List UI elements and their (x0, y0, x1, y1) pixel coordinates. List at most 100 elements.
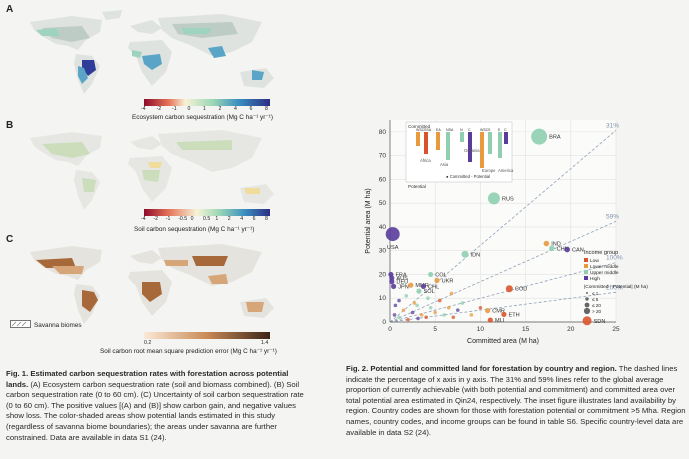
figure-2-caption-body: The dashed lines indicate the percentage… (346, 364, 686, 437)
ratio-line-label: 31% (606, 122, 619, 129)
country-label: ETH (509, 312, 520, 318)
scatter-point (393, 303, 398, 308)
scatter-point (397, 315, 401, 320)
country-label: UKR (442, 278, 454, 284)
scatter-point (426, 296, 430, 301)
scatter-point (416, 288, 422, 294)
scatter-point (385, 227, 400, 242)
inset-legend: ● Committed - Potential (446, 174, 490, 179)
colorbar-tick: -2 (156, 106, 162, 112)
inset-code: EA (436, 128, 441, 132)
inset-code: WSC (480, 128, 489, 132)
inset-region-label: America (498, 168, 514, 173)
scatter-point (469, 313, 474, 317)
scatter-point (392, 313, 397, 317)
inset-code: SSA (424, 128, 432, 132)
y-tick-label: 40 (379, 224, 387, 231)
country-label: SOL (424, 289, 435, 295)
figure-2-caption-title: Fig. 2. Potential and committed land for… (346, 364, 617, 373)
scatter-point (442, 313, 447, 317)
scatter-point (543, 240, 550, 247)
ratio-line (389, 262, 617, 323)
country-label: CMR (492, 309, 505, 315)
inset-region-label: Europe (482, 168, 496, 173)
scatter-point (549, 245, 555, 252)
ratio-line (389, 220, 617, 323)
scatter-point (428, 271, 434, 278)
figure-2-caption: Fig. 2. Potential and committed land for… (346, 364, 686, 438)
x-axis-label: Committed area (M ha) (467, 338, 539, 345)
country-label: MLI (495, 318, 505, 324)
figure-1-caption-title: Fig. 1. Estimated carbon sequestration r… (6, 369, 289, 389)
colorbar-c-min: 0.2 (144, 340, 152, 346)
colorbar-tick: 0 (187, 106, 191, 112)
scatter-point (505, 285, 513, 293)
inset-x-label: Potential (408, 184, 426, 189)
scatter-point (391, 283, 397, 289)
scatter-point (461, 250, 469, 258)
legend-size-dot (586, 292, 588, 294)
inset-region-label: Oceania (464, 148, 480, 153)
scatter-point (397, 298, 401, 303)
scatter-point (434, 277, 440, 284)
legend-size-dot (584, 302, 590, 308)
y-tick-label: 80 (379, 129, 387, 136)
country-label: COL (435, 272, 447, 278)
y-tick-label: 50 (379, 200, 387, 207)
colorbar-c (144, 332, 270, 339)
inset-code: C (468, 128, 471, 132)
y-tick-label: 20 (379, 271, 387, 278)
colorbar-tick: 0 (190, 216, 194, 222)
panel-c-letter: C (6, 234, 14, 245)
colorbar-c-label: Soil carbon root mean square prediction … (100, 348, 277, 355)
figure-1-caption-body: (A) Ecosystem carbon sequestration rate … (6, 379, 304, 442)
scatter-point (564, 246, 570, 253)
inset-bar (424, 132, 428, 154)
inset-code: S (488, 128, 491, 132)
colorbar-b-label: Soil carbon sequestration (Mg C ha⁻¹ yr⁻… (134, 226, 255, 233)
scatter-point (437, 298, 442, 303)
scatter-point (404, 294, 409, 298)
savanna-legend-label: Savanna biomes (34, 322, 82, 329)
scatter-point (424, 315, 428, 320)
country-label: CHN (557, 246, 569, 252)
map-soil-carbon (30, 130, 274, 210)
scatter-point (416, 316, 420, 321)
scatter-point (408, 282, 414, 288)
legend-size-title: |Committed - Potential| (M ha) (584, 284, 648, 290)
country-label: IND (551, 242, 561, 248)
country-label: COD (515, 287, 527, 293)
legend-size-label: > 20 (592, 309, 602, 314)
legend-swatch (584, 276, 588, 280)
legend-size-dot (583, 307, 591, 315)
inset-bar (498, 132, 502, 158)
colorbar-tick: 4 (234, 106, 237, 112)
x-tick-label: 25 (612, 326, 620, 333)
scatter-point (389, 279, 395, 285)
country-label: FRA (396, 272, 407, 278)
scatter-point (456, 308, 460, 312)
legend-item-label: Lower middle (590, 264, 619, 270)
inset-bar (460, 132, 464, 142)
inset-bar (488, 132, 492, 154)
country-label: RUS (502, 196, 514, 202)
scatter-point (406, 317, 410, 322)
inset-code: E (498, 128, 501, 132)
inset-code: NSA (446, 128, 454, 132)
colorbar-tick: -2 (153, 216, 159, 222)
colorbar-a-label: Ecosystem carbon sequestration (Mg C ha⁻… (132, 114, 273, 121)
colorbar-tick: -4 (141, 216, 146, 222)
y-tick-label: 10 (379, 295, 387, 302)
x-tick-label: 10 (477, 326, 485, 333)
legend-swatch (584, 258, 588, 262)
colorbar-tick: 0.5 (203, 216, 211, 222)
x-tick-label: 15 (522, 326, 530, 333)
scatter-point (428, 305, 433, 310)
scatter-point (419, 313, 424, 317)
ratio-line (389, 130, 617, 323)
colorbar-a (144, 99, 270, 106)
map-soil-carbon-error (30, 244, 274, 324)
legend-title: Income group (584, 250, 618, 256)
legend-item-label: Upper middle (590, 270, 619, 276)
inset-frame (405, 121, 513, 183)
